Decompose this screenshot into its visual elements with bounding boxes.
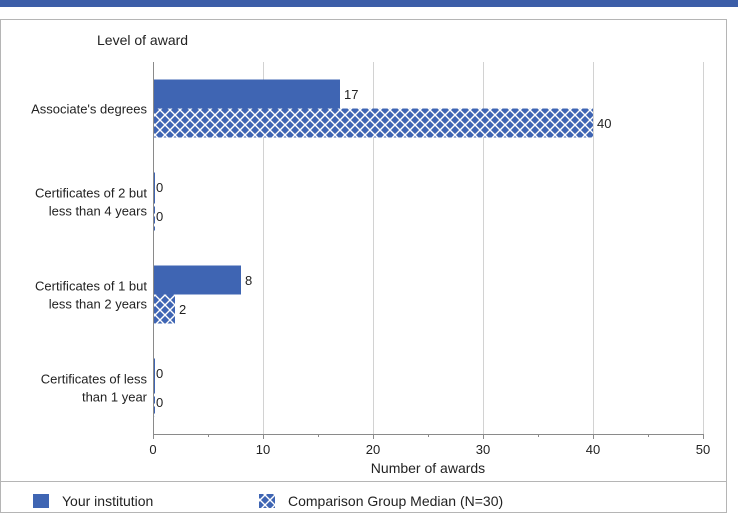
- legend-label-comparison: Comparison Group Median (N=30): [288, 493, 503, 509]
- top-accent-bar: [0, 0, 738, 7]
- legend: Your institution Comparison Group Median…: [33, 493, 503, 509]
- legend-swatch-comparison: [259, 494, 275, 508]
- bar-comparison-median: [153, 108, 593, 138]
- category-label: than 1 year: [82, 390, 148, 405]
- data-labels: 17 40 0 0 8 2 0 0: [156, 87, 611, 410]
- category-label: Associate's degrees: [31, 102, 147, 117]
- x-tick-label: 10: [256, 442, 270, 457]
- x-tick-label: 20: [366, 442, 380, 457]
- x-axis-title: Number of awards: [371, 460, 485, 476]
- data-label: 40: [597, 116, 611, 131]
- category-label: Certificates of 1 but: [35, 279, 147, 294]
- category-label: Certificates of 2 but: [35, 186, 147, 201]
- legend-label-your-institution: Your institution: [62, 493, 153, 509]
- category-label: less than 2 years: [49, 297, 148, 312]
- legend-swatch-your-institution: [33, 494, 49, 508]
- x-tick-label: 30: [476, 442, 490, 457]
- bar-comparison-median: [153, 294, 175, 324]
- chart-frame: [0, 19, 727, 513]
- bar-your-institution: [153, 265, 241, 295]
- data-label: 17: [344, 87, 358, 102]
- data-label: 0: [156, 366, 163, 381]
- bar-your-institution: [153, 79, 340, 109]
- category-label: Certificates of less: [41, 372, 148, 387]
- data-label: 2: [179, 302, 186, 317]
- data-label: 8: [245, 273, 252, 288]
- data-label: 0: [156, 395, 163, 410]
- data-label: 0: [156, 180, 163, 195]
- category-label: less than 4 years: [49, 204, 148, 219]
- x-tick-label: 50: [696, 442, 710, 457]
- x-tick-label: 0: [149, 442, 156, 457]
- y-axis-title: Level of award: [97, 32, 188, 48]
- data-label: 0: [156, 209, 163, 224]
- x-tick-label: 40: [586, 442, 600, 457]
